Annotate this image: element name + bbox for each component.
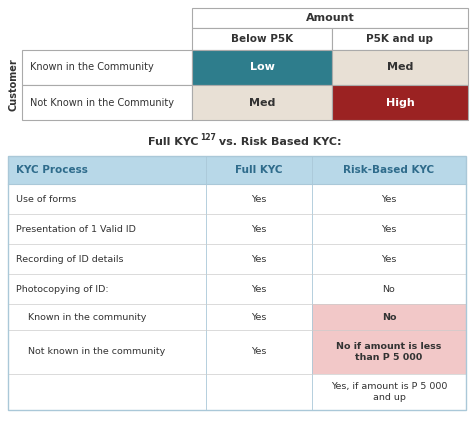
Text: Med: Med — [387, 63, 413, 73]
Text: Yes: Yes — [381, 225, 397, 234]
Bar — [8, 374, 206, 410]
Text: Not Known in the Community: Not Known in the Community — [30, 98, 174, 108]
Text: 127: 127 — [200, 133, 216, 143]
Bar — [8, 330, 206, 374]
Text: No: No — [383, 285, 395, 293]
Text: Yes: Yes — [251, 312, 267, 321]
Text: Known in the Community: Known in the Community — [30, 63, 154, 73]
Text: Full KYC: Full KYC — [148, 137, 199, 147]
Text: Below P5K: Below P5K — [231, 34, 293, 44]
Text: Yes: Yes — [251, 347, 267, 356]
Text: Yes: Yes — [251, 285, 267, 293]
Bar — [22, 50, 192, 85]
Bar — [8, 274, 206, 304]
Text: No if amount is less
than P 5 000: No if amount is less than P 5 000 — [337, 342, 442, 362]
Bar — [332, 28, 468, 50]
Text: Known in the community: Known in the community — [16, 312, 146, 321]
Text: KYC Process: KYC Process — [16, 165, 88, 175]
Bar — [332, 50, 468, 85]
Text: Yes: Yes — [251, 225, 267, 234]
Text: Presentation of 1 Valid ID: Presentation of 1 Valid ID — [16, 225, 136, 234]
Text: Full KYC: Full KYC — [235, 165, 283, 175]
Bar — [312, 156, 466, 184]
Text: Yes, if amount is P 5 000
and up: Yes, if amount is P 5 000 and up — [331, 382, 447, 402]
Bar — [8, 184, 206, 214]
Bar — [312, 374, 466, 410]
Bar — [312, 304, 466, 330]
Bar — [206, 330, 312, 374]
Bar — [8, 214, 206, 244]
Text: Yes: Yes — [251, 254, 267, 264]
Bar — [8, 156, 466, 410]
Bar — [206, 374, 312, 410]
Text: Yes: Yes — [381, 254, 397, 264]
Text: Med: Med — [249, 98, 275, 108]
Text: No: No — [382, 312, 396, 321]
Text: vs. Risk Based KYC:: vs. Risk Based KYC: — [215, 137, 341, 147]
Bar — [206, 274, 312, 304]
Bar — [206, 244, 312, 274]
Text: Low: Low — [250, 63, 274, 73]
Bar — [312, 330, 466, 374]
Bar — [192, 50, 332, 85]
Bar — [312, 274, 466, 304]
Text: Not known in the community: Not known in the community — [16, 347, 165, 356]
Bar — [312, 244, 466, 274]
Text: Yes: Yes — [381, 194, 397, 203]
Bar — [206, 214, 312, 244]
Bar — [22, 85, 192, 120]
Text: Yes: Yes — [251, 194, 267, 203]
Bar — [312, 214, 466, 244]
Text: Risk-Based KYC: Risk-Based KYC — [344, 165, 435, 175]
Bar — [206, 184, 312, 214]
Bar — [206, 156, 312, 184]
Bar — [332, 85, 468, 120]
Text: P5K and up: P5K and up — [366, 34, 434, 44]
Bar — [192, 28, 332, 50]
Bar — [192, 8, 468, 28]
Bar — [8, 304, 206, 330]
Bar — [312, 184, 466, 214]
Text: Use of forms: Use of forms — [16, 194, 76, 203]
Bar — [192, 85, 332, 120]
Bar — [8, 244, 206, 274]
Text: Photocopying of ID:: Photocopying of ID: — [16, 285, 109, 293]
Text: High: High — [386, 98, 414, 108]
Bar — [8, 156, 206, 184]
Text: Customer: Customer — [9, 59, 19, 111]
Text: Recording of ID details: Recording of ID details — [16, 254, 124, 264]
Text: Amount: Amount — [306, 13, 355, 23]
Bar — [206, 304, 312, 330]
